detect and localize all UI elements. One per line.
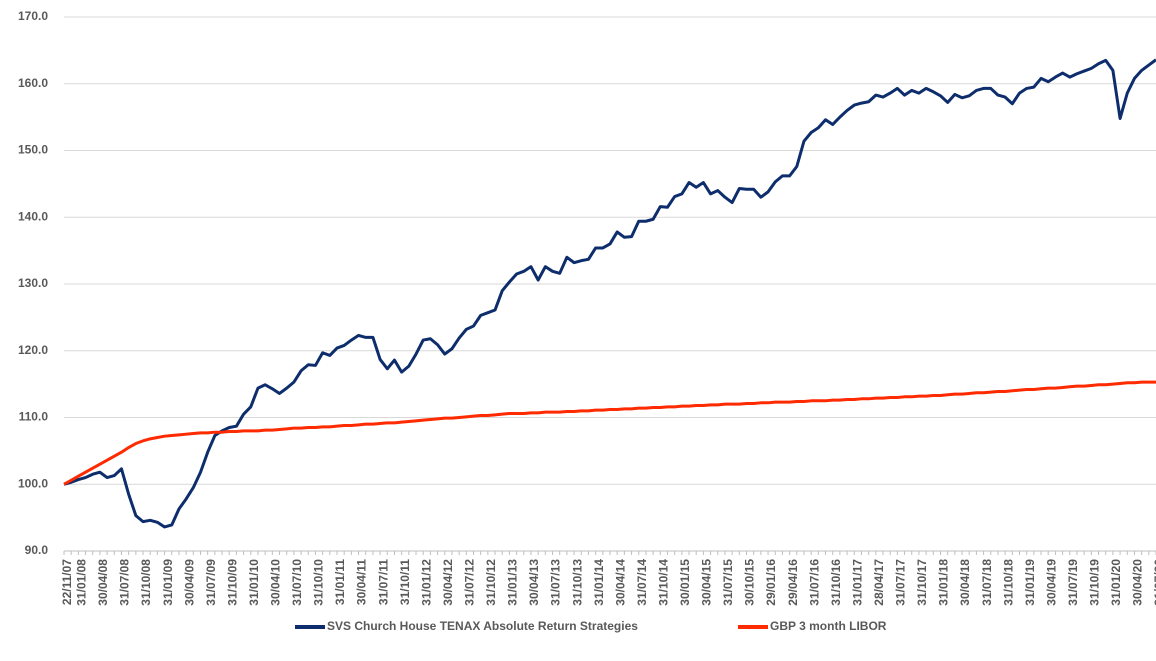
x-tick-label: 31/10/14 [656,559,670,606]
y-tick-label: 130.0 [18,276,48,290]
x-tick-label: 31/07/14 [635,559,649,606]
x-tick-label: 31/01/18 [937,559,951,606]
x-tick-label: 31/07/19 [1066,559,1080,606]
x-tick-label: 31/07/09 [204,559,218,606]
series-line [63,58,1156,529]
x-tick-label: 31/01/19 [1023,559,1037,606]
x-tick-label: 31/07/13 [549,559,563,606]
y-tick-label: 110.0 [19,410,49,424]
x-tick-label: 31/10/19 [1088,559,1102,606]
x-tick-label: 31/07/08 [118,559,132,606]
y-tick-label: 170.0 [18,9,48,23]
x-tick-label: 31/10/12 [484,559,498,606]
x-tick-label: 31/10/08 [139,559,153,606]
x-tick-label: 31/10/16 [829,559,843,606]
x-tick-label: 31/10/10 [312,559,326,606]
x-tick-label: 31/10/09 [225,559,239,606]
y-tick-label: 90.0 [25,543,49,557]
x-tick-label: 30/04/14 [613,559,627,606]
y-tick-label: 160.0 [18,76,48,90]
x-tick-label: 31/07/11 [376,559,390,605]
x-tick-label: 31/01/10 [247,559,261,606]
x-tick-label: 30/04/09 [182,559,196,606]
y-tick-label: 150.0 [18,143,48,157]
x-tick-label: 31/07/17 [894,559,908,606]
legend: SVS Church House TENAX Absolute Return S… [295,619,887,633]
x-tick-label: 28/04/17 [872,559,886,606]
x-tick-label: 31/10/13 [570,559,584,606]
x-tick-label: 22/11/07 [60,559,74,605]
x-tick-label: 30/04/12 [441,559,455,606]
x-tick-label: 31/07/18 [980,559,994,606]
legend-label: SVS Church House TENAX Absolute Return S… [327,619,638,633]
x-tick-label: 30/01/15 [678,559,692,606]
x-tick-label: 30/04/20 [1131,559,1145,606]
y-tick-label: 120.0 [18,343,48,357]
x-tick-label: 31/01/08 [75,559,89,606]
y-tick-label: 140.0 [18,209,48,223]
x-tick-label: 31/10/11 [398,559,412,605]
x-tick-label: 30/04/08 [96,559,110,606]
x-tick-label: 30/04/18 [958,559,972,606]
x-tick-label: 30/04/11 [355,559,369,605]
x-tick-label: 30/04/19 [1044,559,1058,606]
x-tick-label: 31/07/20 [1152,559,1156,606]
x-tick-label: 31/10/18 [1001,559,1015,606]
x-tick-label: 31/07/10 [290,559,304,606]
x-tick-label: 31/01/20 [1109,559,1123,606]
x-tick-label: 30/04/10 [269,559,283,606]
x-tick-label: 30/10/15 [743,559,757,606]
x-tick-label: 31/07/15 [721,559,735,606]
x-tick-label: 31/01/17 [850,559,864,606]
x-tick-label: 31/01/09 [161,559,175,606]
x-tick-label: 31/01/11 [333,559,347,605]
x-tick-label: 31/01/14 [592,559,606,606]
x-tick-label: 29/01/16 [764,559,778,606]
series-line [63,380,1156,486]
y-tick-label: 100.0 [18,476,48,490]
x-tick-label: 31/01/12 [419,559,433,606]
x-tick-label: 31/07/12 [462,559,476,606]
x-tick-label: 31/01/13 [506,559,520,606]
x-tick-label: 31/10/17 [915,559,929,606]
x-tick-label: 30/04/15 [700,559,714,606]
x-tick-label: 31/07/16 [807,559,821,606]
x-tick-label: 30/04/13 [527,559,541,606]
legend-label: GBP 3 month LIBOR [770,619,887,633]
x-tick-label: 29/04/16 [786,559,800,606]
